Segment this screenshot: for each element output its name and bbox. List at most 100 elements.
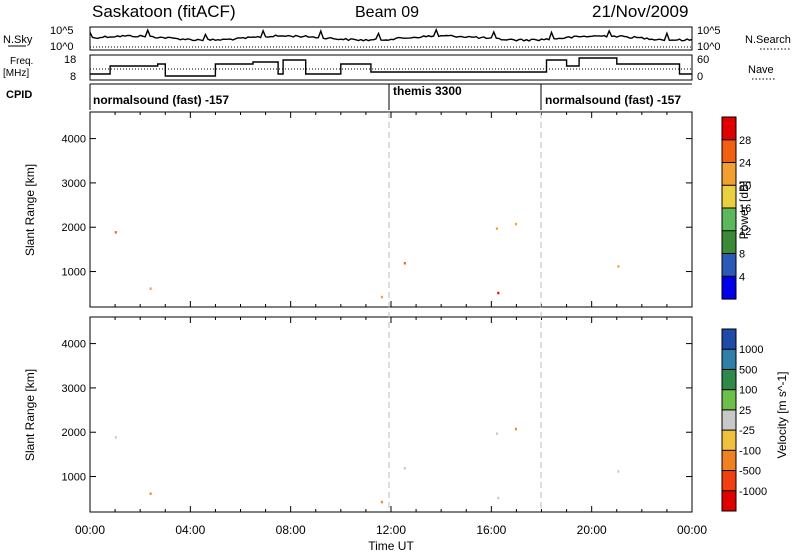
velocity-colorbar-label: Velocity [m s^-1] — [775, 372, 789, 459]
velocity-heatmap — [114, 427, 620, 504]
noise-right-tick-top: 10^5 — [697, 25, 721, 37]
colorbar-swatch — [722, 450, 736, 471]
colorbar-swatch — [722, 230, 736, 255]
colorbar-tick-label: 4 — [739, 271, 745, 283]
date-title: 21/Nov/2009 — [592, 2, 688, 21]
beam-title: Beam 09 — [355, 4, 419, 21]
cpid-segment-1: normalsound (fast) -157 — [93, 93, 229, 107]
colorbar-tick-label: -100 — [739, 445, 761, 457]
y-tick-label: 3000 — [62, 383, 86, 395]
colorbar-tick-label: -1000 — [739, 486, 767, 498]
velocity-panel-frame — [89, 316, 693, 513]
velocity-cell — [514, 427, 517, 431]
velocity-y-axis-label: Slant Range [km] — [23, 369, 37, 461]
x-tick-label: 08:00 — [276, 523, 306, 537]
nave-tick-top: 60 — [697, 54, 709, 66]
power-colorbar: 4 8 12 16 20 24 28 — [721, 116, 751, 300]
velocity-x-ticks — [89, 317, 693, 512]
power-cell — [495, 227, 498, 230]
colorbar-swatch — [722, 253, 736, 277]
cpid-label: CPID — [6, 89, 32, 101]
nsearch-label: N.Search — [745, 34, 791, 46]
colorbar-tick-label: 8 — [739, 249, 745, 261]
colorbar-swatch — [722, 162, 736, 186]
x-tick-label: 00:00 — [677, 523, 707, 537]
cpid-segment-3: normalsound (fast) -157 — [545, 93, 681, 107]
colorbar-swatch — [722, 185, 736, 209]
colorbar-swatch — [722, 117, 736, 141]
y-tick-label: 4000 — [62, 339, 86, 351]
power-cell — [380, 295, 383, 299]
colorbar-tick-label: 12 — [739, 226, 751, 238]
colorbar-swatch — [722, 369, 736, 391]
power-cell — [514, 222, 517, 226]
velocity-cell — [114, 436, 117, 439]
colorbar-swatch — [722, 139, 736, 164]
colorbar-tick-label: 25 — [739, 405, 751, 417]
colorbar-frame — [721, 328, 737, 512]
colorbar-tick-label: -25 — [739, 425, 755, 437]
colorbar-tick-label: 20 — [739, 180, 751, 192]
colorbar-swatch — [722, 208, 736, 232]
y-tick-label: 2000 — [62, 427, 86, 439]
velocity-cell — [149, 492, 152, 495]
x-tick-label: 16:00 — [476, 523, 506, 537]
colorbar-tick-label: 1000 — [739, 344, 763, 356]
colorbar-tick-label: 24 — [739, 158, 751, 170]
colorbar-swatch — [722, 276, 736, 300]
freq-tick-bottom: 8 — [70, 71, 76, 83]
colorbar-swatch — [722, 430, 736, 451]
y-tick-label: 2000 — [62, 222, 86, 234]
power-colorbar-label: Power [dB] — [737, 181, 751, 240]
colorbar-swatch — [722, 470, 736, 492]
time-axis-labels: 00:00 04:00 08:00 12:00 16:00 20:00 00:00 — [75, 523, 707, 537]
power-cell — [497, 291, 500, 295]
velocity-cell — [617, 470, 620, 473]
colorbar-tick-label: 100 — [739, 385, 757, 397]
colorbar-tick-label: 500 — [739, 364, 757, 376]
power-heatmap — [114, 222, 620, 299]
y-tick-label: 1000 — [62, 472, 86, 484]
power-cell — [149, 287, 152, 290]
power-y-ticks: 1000 2000 3000 4000 — [62, 134, 692, 279]
freq-unit-label: [MHz] — [3, 68, 29, 79]
noise-tick-bottom: 10^0 — [50, 41, 74, 53]
power-panel-frame — [89, 111, 693, 308]
x-tick-label: 00:00 — [75, 523, 105, 537]
noise-right-tick-bottom: 10^0 — [697, 41, 721, 53]
x-tick-label: 04:00 — [175, 523, 205, 537]
noise-tick-top: 10^5 — [50, 25, 74, 37]
station-title: Saskatoon (fitACF) — [92, 2, 236, 21]
x-tick-label: 20:00 — [577, 523, 607, 537]
noise-panel-frame — [89, 26, 693, 51]
freq-label: Freq. — [10, 56, 33, 67]
nsky-label: N.Sky — [3, 34, 33, 46]
freq-line — [90, 57, 692, 77]
colorbar-swatch — [722, 329, 736, 350]
colorbar-swatch — [722, 389, 736, 411]
freq-tick-top: 18 — [64, 54, 76, 66]
colorbar-tick-label: 28 — [739, 135, 751, 147]
power-x-ticks — [89, 112, 693, 307]
freq-panel-frame — [89, 54, 693, 81]
y-tick-label: 4000 — [62, 134, 86, 146]
x-axis-label: Time UT — [368, 539, 414, 553]
power-y-axis-label: Slant Range [km] — [23, 164, 37, 256]
nave-label: Nave — [748, 64, 774, 76]
velocity-colorbar: -1000 -500 -100 -25 25 100 500 1000 — [721, 328, 767, 512]
velocity-y-ticks: 1000 2000 3000 4000 — [62, 339, 692, 484]
colorbar-swatch — [722, 409, 736, 431]
colorbar-tick-label: 16 — [739, 203, 751, 215]
x-tick-label: 12:00 — [376, 523, 406, 537]
colorbar-swatch — [722, 490, 736, 512]
cpid-segment-2: themis 3300 — [393, 84, 462, 98]
velocity-cell — [403, 467, 406, 470]
power-cell — [403, 262, 406, 265]
y-tick-label: 3000 — [62, 178, 86, 190]
power-cell — [114, 231, 117, 234]
power-cell — [617, 265, 620, 268]
noise-sky-line — [89, 27, 693, 42]
colorbar-tick-label: -500 — [739, 466, 761, 478]
